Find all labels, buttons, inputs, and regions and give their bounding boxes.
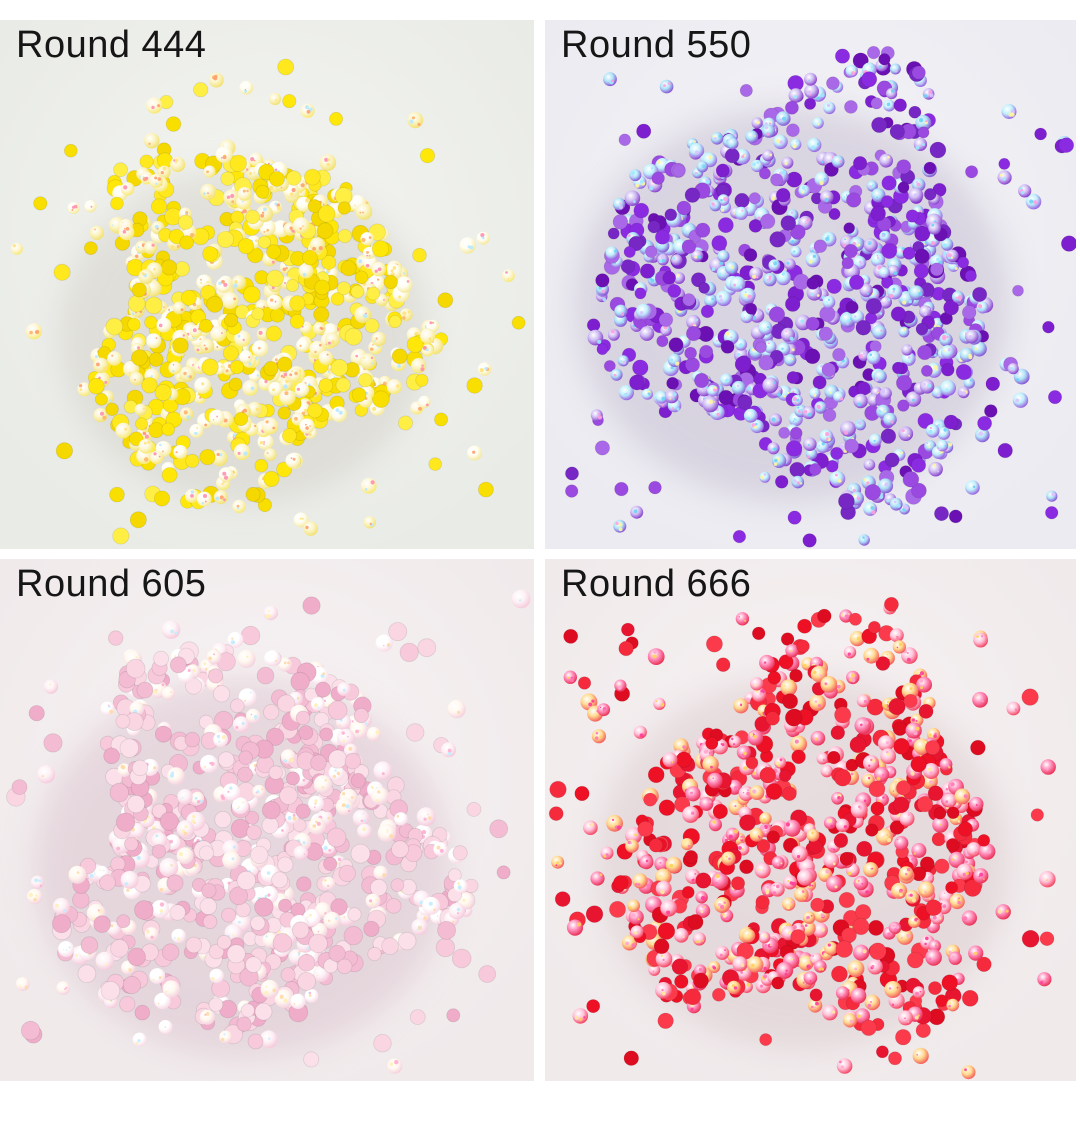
bead-pile-round-666 (548, 596, 1056, 1080)
bead-pile-round-605 (6, 589, 531, 1074)
photo-round-605: Round 605 (0, 559, 534, 1081)
photo-round-550: Round 550 (545, 20, 1076, 549)
photo-label-round-605: Round 605 (16, 563, 207, 605)
photo-label-round-550: Round 550 (561, 24, 752, 66)
photo-label-round-666: Round 666 (561, 563, 752, 605)
bead-pile-round-550 (564, 45, 1076, 548)
photo-round-666: Round 666 (545, 559, 1076, 1081)
bead-pile-round-444 (10, 58, 526, 545)
photo-round-444: Round 444 (0, 20, 534, 549)
photo-label-round-444: Round 444 (16, 24, 207, 66)
